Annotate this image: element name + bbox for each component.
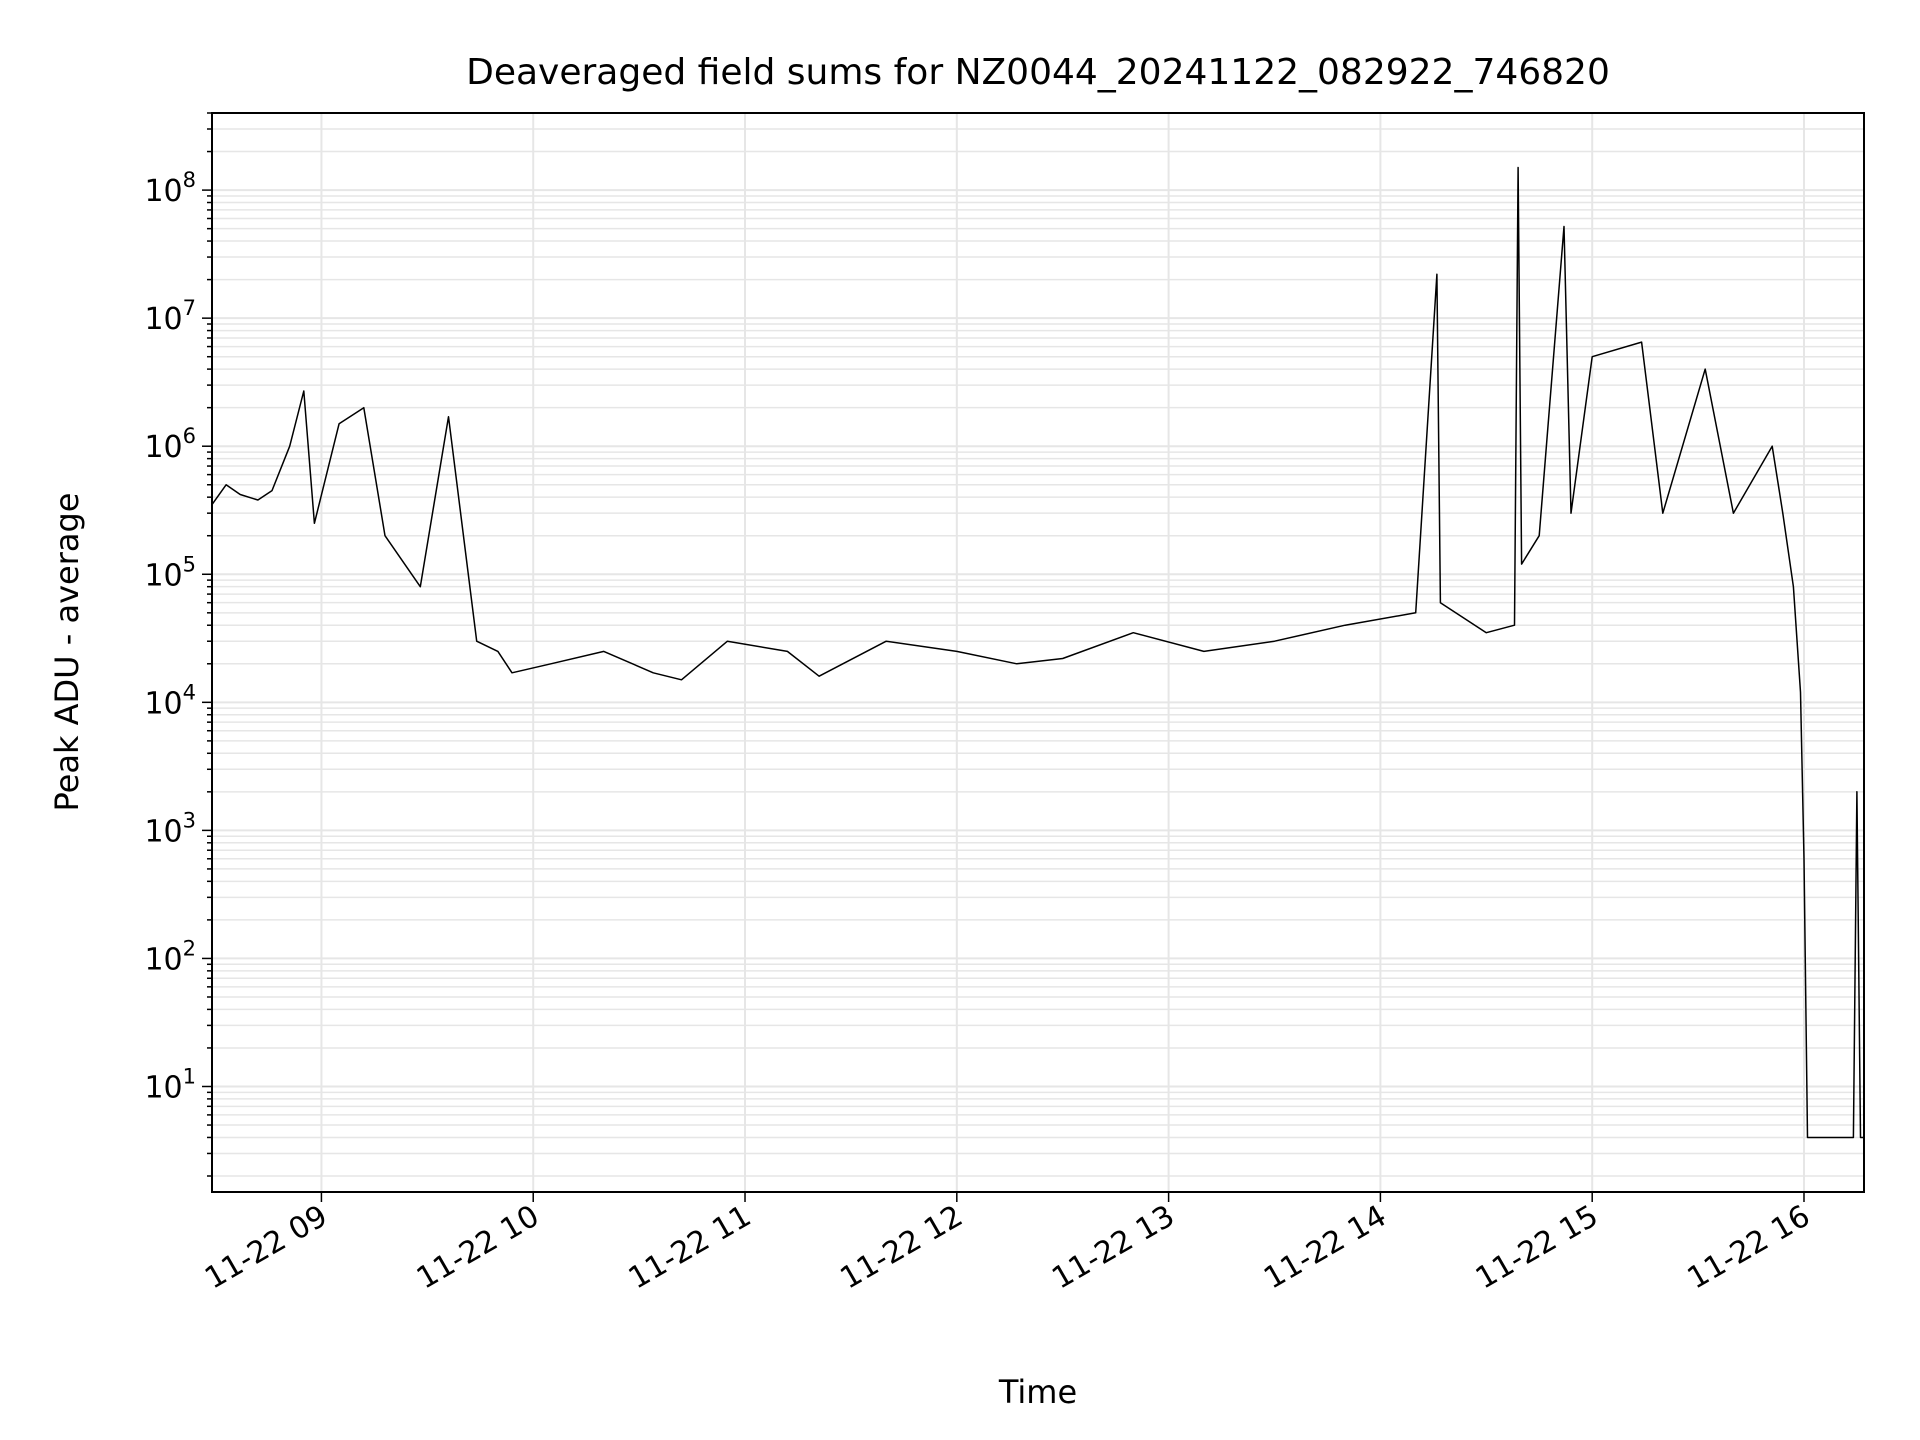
y-tick-label: 105: [144, 552, 196, 593]
chart-title: Deaveraged field sums for NZ0044_2024112…: [466, 52, 1610, 93]
y-tick-label: 104: [144, 680, 196, 721]
grid: [212, 112, 1864, 1192]
y-axis-title: Peak ADU - average: [48, 493, 86, 812]
y-tick-label: 107: [144, 296, 196, 337]
y-tick-label: 103: [144, 808, 196, 849]
plot-frame: [211, 112, 1865, 1193]
y-tick-label: 106: [144, 424, 196, 465]
y-tick-label: 101: [144, 1064, 196, 1105]
y-tick-label: 108: [144, 168, 196, 209]
x-axis-title: Time: [998, 1373, 1077, 1411]
plot-area: [211, 166, 1864, 1139]
series-line: [211, 166, 1864, 1139]
y-tick-label: 102: [144, 936, 196, 977]
